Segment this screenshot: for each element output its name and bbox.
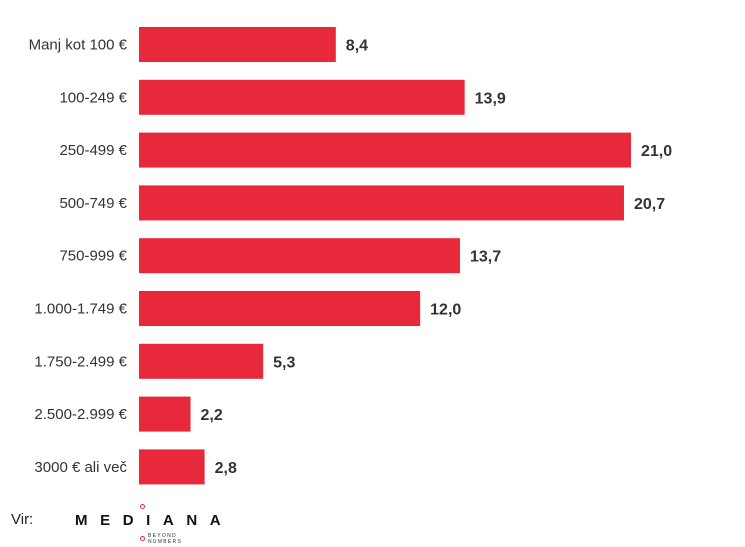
category-label: 2.500-2.999 € xyxy=(34,406,127,423)
value-label: 8,4 xyxy=(346,38,368,55)
value-label: 5,3 xyxy=(273,354,295,371)
logo-dot-bottom-icon xyxy=(140,536,145,541)
category-label: 500-749 € xyxy=(59,195,127,212)
category-label: 3000 € ali več xyxy=(34,459,127,476)
bar xyxy=(139,185,624,221)
category-label: 1.750-2.499 € xyxy=(34,353,127,370)
value-label: 13,7 xyxy=(470,249,501,266)
value-label: 2,8 xyxy=(215,460,237,477)
bar xyxy=(139,396,191,432)
value-label: 20,7 xyxy=(634,196,665,213)
category-label: Manj kot 100 € xyxy=(29,37,128,54)
bar xyxy=(139,238,460,274)
mediana-logo: MEDIANA BEYOND NUMBERS xyxy=(75,503,225,547)
value-label: 21,0 xyxy=(641,143,672,160)
bar xyxy=(139,449,205,485)
category-label: 250-499 € xyxy=(59,142,127,159)
bar xyxy=(139,27,336,62)
value-label: 2,2 xyxy=(201,407,223,424)
category-label: 1.000-1.749 € xyxy=(34,301,127,318)
bar xyxy=(139,79,465,115)
bar xyxy=(139,291,421,326)
category-label: 750-999 € xyxy=(59,248,127,265)
logo-wordmark: MEDIANA xyxy=(75,512,234,529)
value-label: 12,0 xyxy=(430,302,461,319)
value-label: 13,9 xyxy=(475,90,506,107)
logo-tagline: BEYOND NUMBERS xyxy=(148,533,183,545)
bar-chart: Manj kot 100 € 8,4 100-249 € 13,9 250-499 € 2… xyxy=(29,27,672,485)
category-label: 100-249 € xyxy=(59,89,127,106)
bar xyxy=(139,343,264,379)
bar xyxy=(139,132,631,168)
logo-dot-top-icon xyxy=(140,504,145,509)
source-label: Vir: xyxy=(11,511,34,528)
